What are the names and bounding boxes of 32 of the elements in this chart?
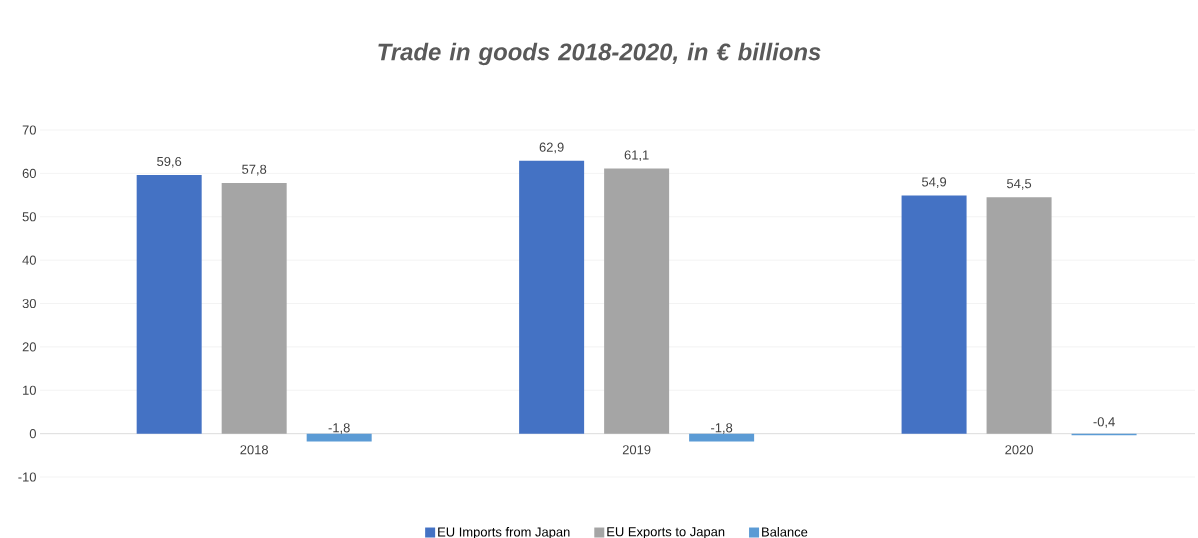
chart-title: Trade in goods 2018-2020, in € billions [378,42,821,66]
data-label: -1,8 [328,423,350,434]
data-label: 57,8 [242,164,267,176]
bar [901,195,967,434]
y-tick-label: 60 [22,168,36,178]
y-tick-label: 30 [22,298,36,309]
bar [221,182,287,434]
y-tick-label: 50 [22,212,36,222]
data-label: -1,8 [711,423,733,434]
legend-label: Balance [762,527,808,537]
bar [689,433,755,442]
bar [519,160,585,434]
y-tick-label: -10 [18,472,36,482]
data-label: -0,4 [1093,417,1115,428]
bar [986,197,1052,434]
data-label: 54,9 [921,177,947,188]
x-tick-label: 2018 [240,445,269,455]
bar [306,433,372,442]
data-label: 62,9 [539,142,564,154]
data-label: 54,5 [1006,179,1032,190]
bar [604,168,670,434]
bar [136,175,202,434]
x-tick-label: 2020 [1005,445,1033,455]
x-tick-label: 2019 [622,445,651,455]
y-tick-label: 70 [22,125,36,135]
y-tick-label: 0 [29,429,36,439]
y-tick-label: 10 [23,385,36,395]
data-label: 59,6 [157,156,182,168]
legend-label: EU Exports to Japan [607,527,725,538]
y-tick-label: 40 [22,255,36,265]
y-tick-label: 20 [22,342,36,352]
data-label: 61,1 [624,150,649,162]
